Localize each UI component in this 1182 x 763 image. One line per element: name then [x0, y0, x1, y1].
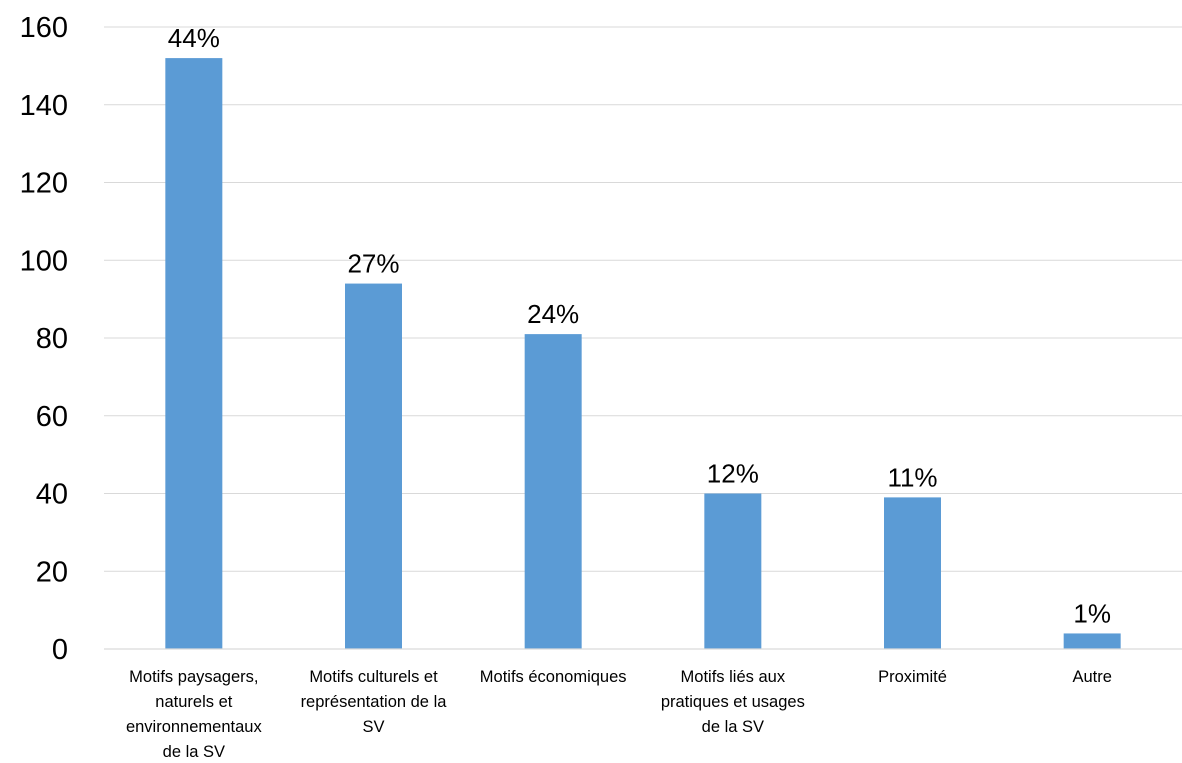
bar	[165, 58, 223, 650]
bar	[1063, 633, 1121, 649]
category-label: Motifs économiques	[480, 668, 627, 686]
bar	[524, 334, 582, 649]
category-label: Motifs liés aux pratiques et usages de la …	[661, 668, 805, 736]
category-label-line: naturels et	[155, 693, 232, 711]
y-axis: 0 20 40 60 80 100 120 140 160	[20, 12, 68, 666]
category-label: Proximité	[878, 668, 947, 686]
category-label: Motifs paysagers, naturels et environnemen…	[126, 668, 263, 761]
data-label: 24%	[527, 299, 579, 329]
category-label: Motifs culturels et représentation de la S…	[301, 668, 448, 736]
y-tick-label: 100	[20, 245, 68, 277]
y-tick-label: 60	[36, 401, 68, 433]
data-label: 12%	[707, 459, 759, 489]
y-tick-label: 120	[20, 168, 68, 200]
category-label-line: Motifs culturels et	[309, 668, 438, 686]
category-label-line: de la SV	[702, 718, 764, 736]
y-tick-label: 40	[36, 479, 68, 511]
data-label: 44%	[168, 23, 220, 53]
category-label-line: Motifs paysagers,	[129, 668, 258, 686]
category-label-line: Autre	[1072, 668, 1111, 686]
y-tick-label: 80	[36, 323, 68, 355]
data-label: 11%	[887, 462, 937, 492]
category-label-line: pratiques et usages	[661, 693, 805, 711]
bar	[884, 497, 941, 649]
category-label-line: de la SV	[163, 743, 225, 761]
category-label-line: environnementaux	[126, 718, 263, 736]
data-label: 27%	[347, 249, 399, 279]
category-label-line: Motifs liés aux	[681, 668, 786, 686]
category-label-line: représentation de la	[301, 693, 448, 711]
y-tick-label: 140	[20, 90, 68, 122]
y-tick-label: 160	[20, 12, 68, 44]
y-tick-label: 0	[52, 634, 68, 666]
category-label-line: Proximité	[878, 668, 947, 686]
bars	[165, 58, 1121, 650]
y-tick-label: 20	[36, 556, 68, 588]
gridlines	[104, 26, 1182, 572]
x-axis: Motifs paysagers, naturels et environnemen…	[104, 648, 1182, 761]
category-label-line: SV	[362, 718, 384, 736]
data-label: 1%	[1073, 598, 1111, 628]
category-label-line: Motifs économiques	[480, 668, 627, 686]
category-label: Autre	[1072, 668, 1111, 686]
bar	[704, 493, 762, 649]
bar	[345, 283, 402, 649]
data-labels: 44% 27% 24% 12% 11% 1%	[168, 23, 1111, 628]
